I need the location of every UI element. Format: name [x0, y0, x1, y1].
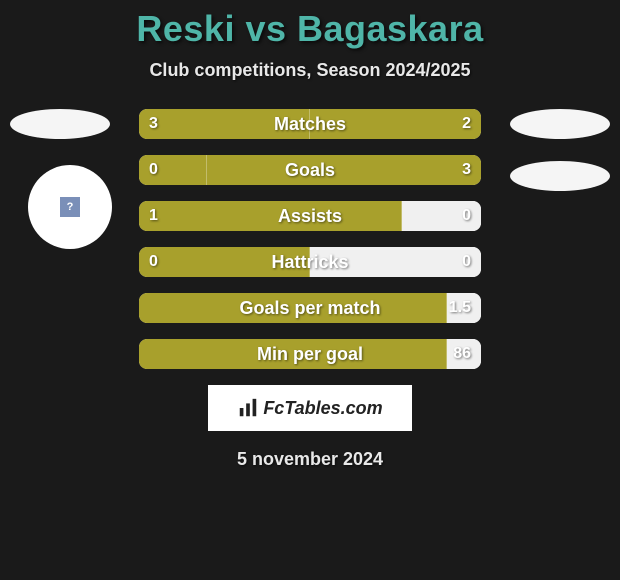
stat-bar-left — [139, 293, 447, 323]
stat-bar-left — [139, 339, 447, 369]
stat-bar-left — [139, 155, 207, 185]
stat-bar-right — [310, 109, 481, 139]
stat-bar-left — [139, 247, 310, 277]
player-left-placeholder-icon — [10, 109, 110, 139]
page-subtitle: Club competitions, Season 2024/2025 — [0, 60, 620, 81]
stat-row: Matches32 — [139, 109, 481, 139]
player-right-placeholder-2-icon — [510, 161, 610, 191]
stat-row: Goals per match1.5 — [139, 293, 481, 323]
page-title: Reski vs Bagaskara — [0, 0, 620, 50]
stat-row: Goals03 — [139, 155, 481, 185]
player-left-avatar: ? — [28, 165, 112, 249]
stat-bar-right — [447, 339, 481, 369]
page-date: 5 november 2024 — [0, 449, 620, 470]
stat-row: Hattricks00 — [139, 247, 481, 277]
brand-text: FcTables.com — [263, 398, 382, 419]
stat-bar-left — [139, 109, 310, 139]
stat-row: Assists10 — [139, 201, 481, 231]
stat-bar-right — [310, 247, 481, 277]
stat-bar-right — [402, 201, 481, 231]
comparison-panel: ? Matches32 Goals03 Assists10 Hattricks00 Go… — [0, 109, 620, 369]
chart-icon — [237, 397, 259, 419]
stat-bar-left — [139, 201, 402, 231]
brand-logo: FcTables.com — [208, 385, 412, 431]
stat-bars-container: Matches32 Goals03 Assists10 Hattricks00 Goal… — [139, 109, 481, 369]
stat-bar-right — [447, 293, 481, 323]
player-right-placeholder-1-icon — [510, 109, 610, 139]
stat-bar-right — [207, 155, 481, 185]
avatar-placeholder-icon: ? — [58, 195, 82, 219]
stat-row: Min per goal86 — [139, 339, 481, 369]
